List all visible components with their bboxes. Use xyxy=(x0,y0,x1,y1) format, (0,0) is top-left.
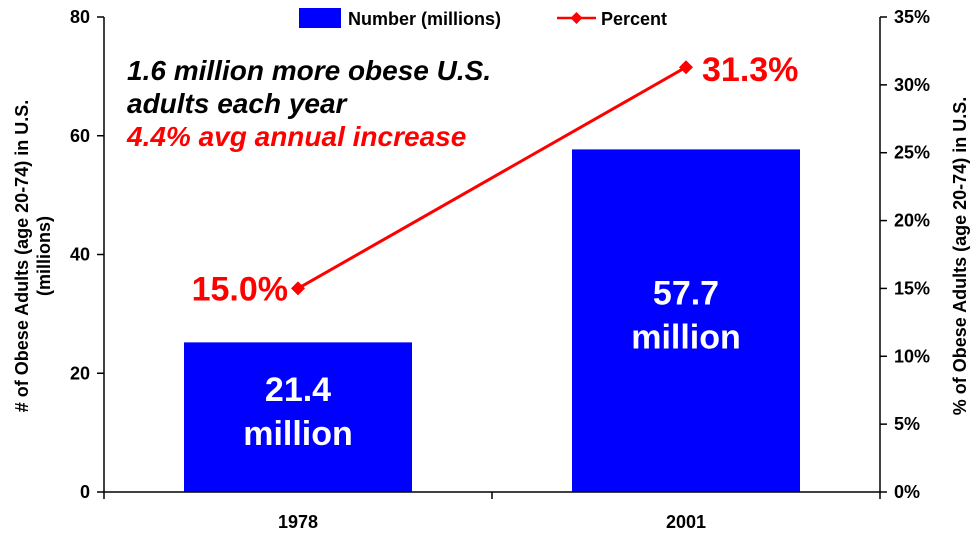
y-tick-label-40: 40 xyxy=(70,245,90,265)
bar-2001 xyxy=(572,149,800,492)
y-tick-label-0: 0 xyxy=(80,482,90,502)
bar-label-2001-line1: 57.7 xyxy=(653,275,719,313)
legend: Number (millions) Percent xyxy=(299,8,667,29)
y-axis-title-line2: (millions) xyxy=(34,216,54,296)
y-right-tick-label-0: 0% xyxy=(894,482,920,502)
y-tick-label-80: 80 xyxy=(70,7,90,27)
line-layer: 15.0% 31.3% xyxy=(192,51,799,308)
y-right-tick-label-3: 15% xyxy=(894,278,930,298)
y-right-tick-label-2: 10% xyxy=(894,346,930,366)
legend-swatch-number xyxy=(299,8,341,28)
bar-1978 xyxy=(184,342,412,492)
bar-label-2001-line2: million xyxy=(631,319,741,357)
percent-line xyxy=(297,65,687,290)
legend-label-number: Number (millions) xyxy=(348,9,501,29)
percent-label-1978: 15.0% xyxy=(192,270,288,308)
percent-label-2001: 31.3% xyxy=(702,51,798,89)
y-tick-label-20: 20 xyxy=(70,363,90,383)
axes-layer: 0 20 40 60 80 0% 5% 10% 15% 20% 25% 30% 35% 1978 2001 xyxy=(70,7,930,532)
y-right-tick-label-4: 20% xyxy=(894,211,930,231)
legend-label-percent: Percent xyxy=(601,9,667,29)
y-right-tick-label-7: 35% xyxy=(894,7,930,27)
y-axis-title-line1: # of Obese Adults (age 20-74) in U.S. xyxy=(12,100,32,412)
y-right-tick-label-6: 30% xyxy=(894,75,930,95)
annotation-line-1: 1.6 million more obese U.S. xyxy=(127,55,491,86)
legend-marker-percent xyxy=(570,12,583,24)
y-right-tick-label-5: 25% xyxy=(894,143,930,163)
percent-marker-1978 xyxy=(291,281,305,296)
bar-label-1978-line1: 21.4 xyxy=(265,371,331,409)
bar-label-1978-line2: million xyxy=(243,415,353,453)
y-right-tick-label-1: 5% xyxy=(894,414,920,434)
annotation-line-2: adults each year xyxy=(127,88,349,119)
y-axis-right-title: % of Obese Adults (age 20-74) in U.S. xyxy=(950,97,970,415)
x-tick-label-1978: 1978 xyxy=(278,512,318,532)
annotation-line-3: 4.4% avg annual increase xyxy=(126,121,466,152)
bars-layer: 21.4 million 57.7 million xyxy=(184,149,800,492)
y-tick-label-60: 60 xyxy=(70,126,90,146)
x-tick-label-2001: 2001 xyxy=(666,512,706,532)
percent-marker-2001 xyxy=(679,60,693,75)
